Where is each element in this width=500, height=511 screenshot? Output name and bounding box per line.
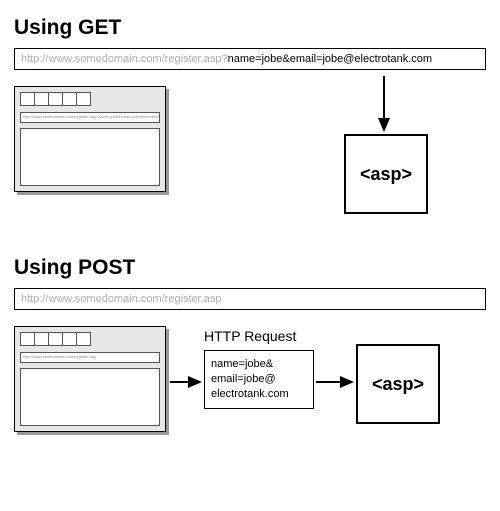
get-url-query: name=jobe&email=jobe@electrotank.com xyxy=(228,53,432,65)
post-diagram: http://www.somedomain.com/register.asp H… xyxy=(14,326,486,476)
asp-server-box: <asp> xyxy=(344,134,428,214)
get-diagram: http://www.somedomain.com/register.asp?n… xyxy=(14,86,486,226)
get-title: Using GET xyxy=(14,16,486,40)
asp-server-box: <asp> xyxy=(356,344,440,424)
get-url-bar: http://www.somedomain.com/register.asp?n… xyxy=(14,48,486,70)
get-url-base: http://www.somedomain.com/register.asp? xyxy=(21,53,228,65)
post-title: Using POST xyxy=(14,256,486,280)
post-url-bar: http://www.somedomain.com/register.asp xyxy=(14,288,486,310)
post-url-base: http://www.somedomain.com/register.asp xyxy=(21,293,222,305)
